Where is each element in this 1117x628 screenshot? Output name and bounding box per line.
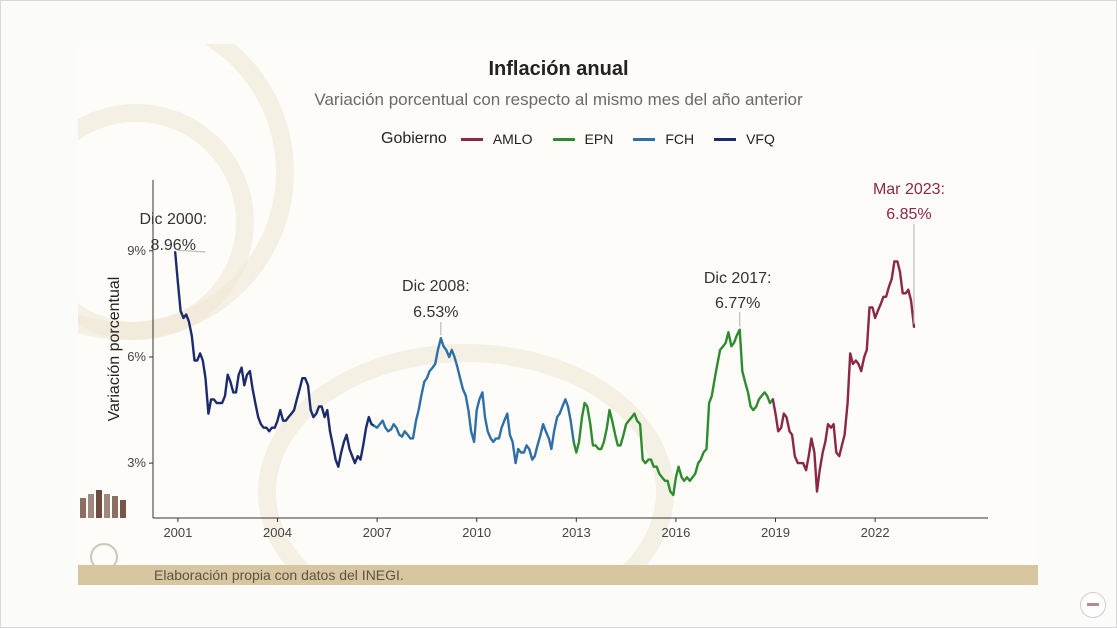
chart-series: [174, 251, 916, 497]
y-axis-title: Variación porcentual: [106, 277, 123, 422]
annotation-date: Dic 2008:: [402, 278, 470, 295]
legend-item-amlo: AMLO: [460, 131, 533, 147]
chart-legend: Gobierno AMLO EPN FCH VFQ: [381, 130, 795, 148]
annotation-date: Mar 2023:: [873, 181, 945, 198]
annotation-date: Dic 2000:: [139, 211, 207, 228]
legend-swatch: [633, 137, 656, 141]
government-logo: [78, 488, 130, 518]
series-line-epn: [572, 328, 775, 497]
legend-item-epn: EPN: [552, 131, 614, 147]
annotation-value: 6.77%: [715, 295, 760, 312]
chart-subtitle: Variación porcentual con respecto al mis…: [314, 90, 803, 109]
annotation-label: Dic 2008: 6.53%: [402, 278, 470, 336]
x-tick-label: 2001: [163, 525, 192, 540]
source-note: Elaboración propia con datos del INEGI.: [154, 567, 404, 583]
source-bar: [78, 565, 1038, 585]
x-tick-label: 2016: [661, 525, 690, 540]
annotation-value: 6.85%: [886, 206, 931, 223]
legend-label: VFQ: [746, 131, 775, 147]
annotation-label: Mar 2023: 6.85%: [873, 181, 945, 324]
series-line-vfq: [174, 251, 376, 468]
legend-title: Gobierno: [381, 130, 447, 147]
legend-swatch: [460, 137, 483, 141]
x-tick-label: 2013: [562, 525, 591, 540]
chart-title: Inflación anual: [488, 58, 629, 80]
y-tick-label: 3%: [127, 455, 146, 470]
annotation-value: 8.96%: [151, 237, 196, 254]
annotation-label: Dic 2000: 8.96%: [139, 211, 207, 254]
x-tick-label: 2019: [761, 525, 790, 540]
series-line-amlo: [771, 260, 916, 493]
annotation-value: 6.53%: [413, 304, 458, 321]
legend-label: AMLO: [492, 131, 533, 147]
legend-label: FCH: [665, 131, 695, 147]
y-tick-label: 9%: [127, 243, 146, 258]
x-tick-label: 2004: [263, 525, 292, 540]
chart-annotations: Dic 2000: 8.96% Dic 2008: 6.53% Dic 2017: 6.7…: [139, 181, 945, 336]
series-line-fch: [373, 337, 575, 465]
slide-background: [78, 44, 1038, 584]
legend-swatch: [714, 137, 737, 141]
y-tick-label: 6%: [127, 349, 146, 364]
annotation-label: Dic 2017: 6.77%: [704, 270, 772, 327]
chart-axes: 2001 2004 2007 2010 2013 2016 2019 2022 3% 6% 9% Va…: [106, 180, 988, 540]
legend-label: EPN: [584, 131, 614, 147]
legend-item-vfq: VFQ: [714, 131, 775, 147]
legend-swatch: [552, 137, 575, 141]
x-tick-label: 2007: [363, 525, 392, 540]
x-tick-label: 2010: [462, 525, 491, 540]
annotation-leader: [177, 249, 206, 253]
x-tick-label: 2022: [861, 525, 890, 540]
legend-item-fch: FCH: [633, 131, 694, 147]
channel-logo-icon: [1080, 592, 1106, 618]
annotation-date: Dic 2017:: [704, 270, 772, 287]
